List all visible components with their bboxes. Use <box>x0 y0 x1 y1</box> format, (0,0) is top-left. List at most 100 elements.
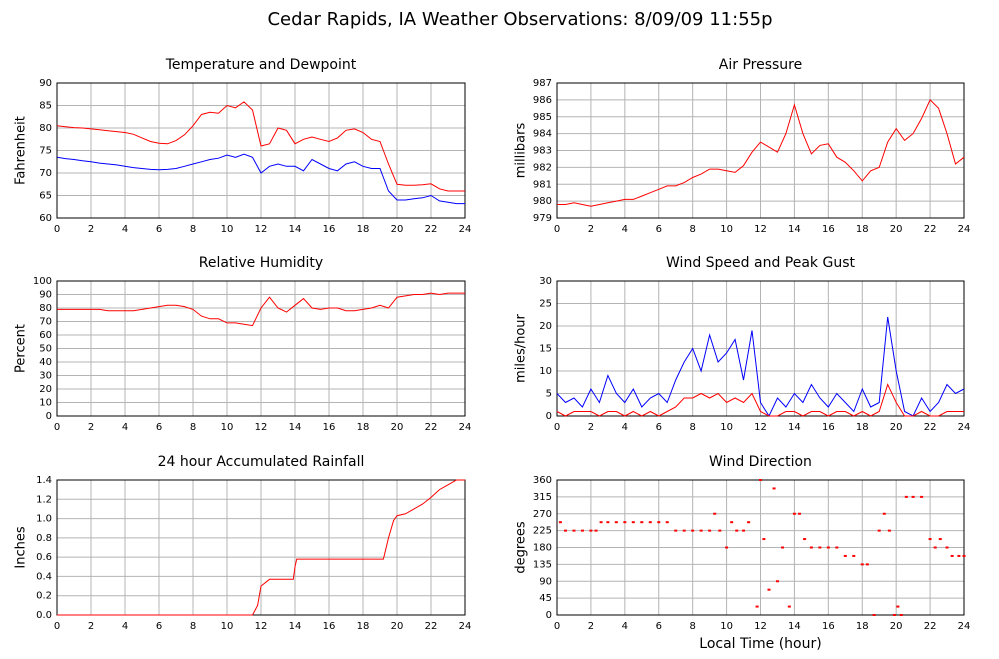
x-tick-label: 12 <box>255 224 268 235</box>
x-tick-label: 10 <box>221 621 234 632</box>
y-axis-label: miles/hour <box>514 313 529 382</box>
y-tick-label: 65 <box>39 191 52 202</box>
x-tick-label: 14 <box>289 224 302 235</box>
data-line <box>556 316 965 418</box>
y-tick-label: 0.6 <box>36 552 52 563</box>
x-tick-label: 18 <box>357 224 370 235</box>
x-tick-label: 6 <box>156 621 162 632</box>
x-tick-label: 14 <box>788 422 801 433</box>
x-tick-label: 20 <box>890 621 903 632</box>
data-point <box>911 495 915 498</box>
data-point <box>594 529 598 532</box>
data-point <box>699 529 703 532</box>
data-point <box>843 554 847 557</box>
x-tick-label: 18 <box>357 621 370 632</box>
x-tick-label: 6 <box>656 224 662 235</box>
data-point <box>648 521 652 524</box>
y-tick-label: 30 <box>39 371 52 382</box>
y-tick-label: 981 <box>533 179 552 190</box>
x-tick-label: 22 <box>924 422 937 433</box>
data-point <box>872 614 876 616</box>
data-point <box>742 529 746 532</box>
data-point <box>713 512 717 515</box>
data-point <box>887 529 891 532</box>
data-line <box>556 383 964 417</box>
x-tick-label: 2 <box>588 224 594 235</box>
x-tick-label: 18 <box>856 422 869 433</box>
x-tick-label: 8 <box>190 224 196 235</box>
data-point <box>899 614 903 616</box>
data-point <box>623 521 627 524</box>
data-point <box>563 529 567 532</box>
data-point <box>835 546 839 549</box>
y-tick-label: 987 <box>533 78 552 89</box>
x-tick-label: 20 <box>391 621 404 632</box>
data-point <box>772 487 776 490</box>
y-tick-label: 30 <box>539 276 552 287</box>
data-point <box>787 605 791 608</box>
x-tick-label: 4 <box>622 422 628 433</box>
data-line <box>57 479 465 616</box>
x-tick-label: 2 <box>588 422 594 433</box>
data-point <box>631 521 635 524</box>
x-tick-label: 24 <box>958 422 971 433</box>
y-tick-label: 982 <box>533 162 552 173</box>
data-point <box>933 546 937 549</box>
x-tick-label: 10 <box>720 224 733 235</box>
y-tick-label: 0 <box>546 411 552 422</box>
data-point <box>928 538 932 541</box>
x-tick-label: 14 <box>289 422 302 433</box>
plot-frame <box>56 479 466 616</box>
data-line <box>56 153 465 205</box>
data-line <box>557 99 965 207</box>
data-point <box>755 605 759 608</box>
data-point <box>747 521 751 524</box>
x-tick-label: 2 <box>588 621 594 632</box>
x-tick-label: 24 <box>459 621 472 632</box>
x-tick-label: 20 <box>890 422 903 433</box>
y-tick-label: 980 <box>533 196 552 207</box>
plot-frame <box>556 82 965 219</box>
y-tick-label: 10 <box>539 366 552 377</box>
x-tick-label: 22 <box>425 224 438 235</box>
data-point <box>708 529 712 532</box>
data-point <box>725 546 729 549</box>
x-tick-label: 16 <box>822 224 835 235</box>
x-tick-label: 12 <box>754 422 767 433</box>
x-tick-label: 4 <box>122 224 128 235</box>
x-tick-label: 10 <box>221 224 234 235</box>
x-tick-label: 10 <box>221 422 234 433</box>
y-tick-label: 0.2 <box>36 591 52 602</box>
y-tick-label: 270 <box>533 509 552 520</box>
data-point <box>877 529 881 532</box>
x-tick-label: 0 <box>54 621 60 632</box>
x-tick-label: 0 <box>554 621 560 632</box>
x-tick-label: 2 <box>88 224 94 235</box>
y-axis-label: degrees <box>514 521 529 574</box>
y-tick-label: 40 <box>39 357 52 368</box>
x-tick-label: 22 <box>924 224 937 235</box>
panel-title: Air Pressure <box>719 57 802 73</box>
y-tick-label: 0 <box>546 610 552 621</box>
x-tick-label: 12 <box>754 224 767 235</box>
data-point <box>882 512 886 515</box>
x-tick-label: 8 <box>190 422 196 433</box>
x-tick-label: 4 <box>122 621 128 632</box>
data-point <box>767 588 771 591</box>
panel-title: Relative Humidity <box>199 255 323 271</box>
y-tick-label: 50 <box>39 344 52 355</box>
y-tick-label: 0 <box>46 411 52 422</box>
y-axis-label: millibars <box>514 123 529 179</box>
x-tick-label: 18 <box>856 224 869 235</box>
x-tick-label: 22 <box>924 621 937 632</box>
data-point <box>792 512 796 515</box>
x-tick-label: 20 <box>391 224 404 235</box>
x-tick-label: 14 <box>788 224 801 235</box>
x-tick-label: 14 <box>289 621 302 632</box>
y-tick-label: 984 <box>533 129 552 140</box>
data-point <box>572 529 576 532</box>
data-point <box>920 495 924 498</box>
y-tick-label: 85 <box>39 101 52 112</box>
data-point <box>674 529 678 532</box>
x-tick-label: 4 <box>622 224 628 235</box>
